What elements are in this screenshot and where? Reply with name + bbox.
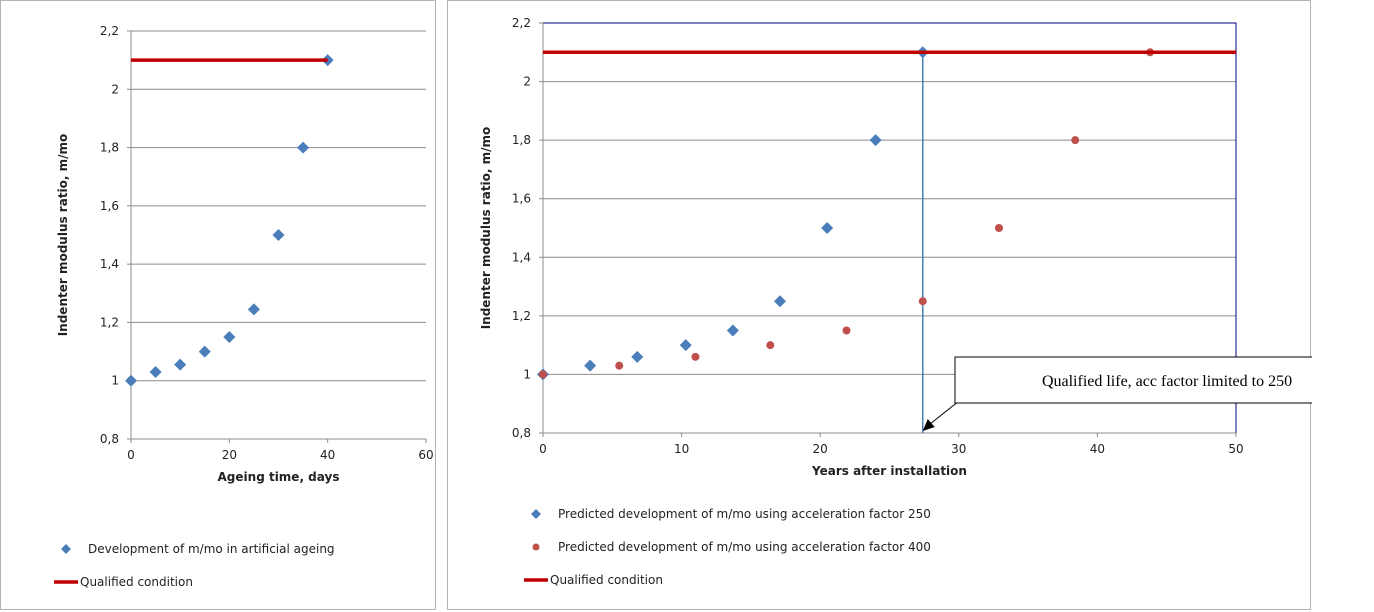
x-tick-label: 30: [951, 442, 966, 456]
data-point-circle: [766, 341, 775, 350]
y-tick-label: 1,6: [100, 199, 119, 213]
data-point-circle: [615, 361, 624, 370]
y-tick-label: 2: [523, 75, 531, 89]
x-tick-label: 20: [222, 448, 237, 462]
x-tick-label: 10: [674, 442, 689, 456]
y-tick-label: 1: [523, 367, 531, 381]
data-point-diamond: [174, 358, 187, 371]
x-tick-label: 40: [320, 448, 335, 462]
y-axis-title: Indenter modulus ratio, m/mo: [56, 134, 70, 337]
data-point-circle: [994, 224, 1003, 232]
y-tick-label: 1,4: [100, 257, 119, 271]
annotation-box: [954, 356, 1312, 404]
y-tick-label: 1,8: [512, 133, 531, 147]
x-tick-label: 20: [813, 442, 828, 456]
data-point-diamond: [584, 359, 597, 372]
y-tick-label: 1,2: [512, 309, 531, 323]
data-point-diamond: [223, 331, 236, 343]
legend-entry: Predicted development of m/mo using acce…: [558, 507, 931, 521]
y-tick-label: 0,8: [100, 432, 119, 446]
legend-circle-icon: [532, 543, 540, 551]
x-tick-label: 0: [127, 448, 135, 462]
chart-panel-right: 0,8 1 1,2 1,4 1,6 1,8 2 2,2 0 10 20 30 40 50 Years aft…: [447, 0, 1312, 610]
data-point-diamond: [297, 141, 310, 154]
x-axis-title: Ageing time, days: [218, 470, 340, 484]
y-tick-label: 1,4: [512, 250, 531, 264]
data-point-diamond: [631, 350, 644, 363]
data-point-circle: [691, 352, 700, 361]
x-tick-label: 0: [539, 442, 547, 456]
legend-entry: Qualified condition: [80, 575, 193, 589]
legend-entry: Qualified condition: [550, 573, 663, 587]
legend-diamond-icon: [61, 544, 71, 554]
y-tick-label: 1,6: [512, 192, 531, 206]
legend-diamond-icon: [531, 509, 541, 519]
chart-ageing-time: 0,8 1 1,2 1,4 1,6 1,8 2 2,2 0 20 40 60 Ageing time, …: [54, 24, 434, 589]
y-tick-label: 1: [111, 374, 119, 388]
y-tick-label: 1,2: [100, 315, 119, 329]
data-point-diamond: [726, 324, 739, 337]
data-point-diamond: [198, 345, 211, 358]
legend-entry: Predicted development of m/mo using acce…: [558, 540, 931, 554]
annotation-arrow: [928, 400, 960, 426]
annotation-text: Qualified life, acc factor limited to 25…: [1042, 373, 1292, 390]
data-point-diamond: [272, 229, 285, 241]
chart-years-after-installation: 0,8 1 1,2 1,4 1,6 1,8 2 2,2 0 10 20 30 40 50 Years aft…: [479, 16, 1312, 587]
data-point-diamond: [821, 222, 834, 234]
x-tick-label: 50: [1228, 442, 1243, 456]
data-point-diamond: [247, 303, 260, 316]
data-point-diamond: [679, 339, 692, 352]
x-axis-title: Years after installation: [811, 464, 967, 478]
y-tick-label: 2,2: [100, 24, 119, 38]
data-point-diamond: [149, 365, 162, 378]
y-tick-label: 2,2: [512, 16, 531, 30]
data-point-circle: [1071, 136, 1080, 145]
x-tick-label: 60: [418, 448, 433, 462]
y-tick-label: 1,8: [100, 141, 119, 155]
data-point-diamond: [125, 374, 137, 387]
data-point-circle: [842, 326, 851, 335]
data-point-diamond: [774, 295, 787, 308]
arrow-head-icon: [922, 419, 935, 431]
data-point-diamond: [869, 134, 882, 147]
y-tick-label: 0,8: [512, 426, 531, 440]
x-tick-label: 40: [1090, 442, 1105, 456]
data-point-circle: [539, 370, 547, 379]
data-point-circle: [918, 297, 927, 306]
legend-entry: Development of m/mo in artificial ageing: [88, 542, 335, 556]
y-tick-label: 2: [111, 82, 119, 96]
chart-panel-left: 0,8 1 1,2 1,4 1,6 1,8 2 2,2 0 20 40 60 Ageing time, …: [0, 0, 436, 610]
y-axis-title: Indenter modulus ratio, m/mo: [479, 127, 493, 330]
